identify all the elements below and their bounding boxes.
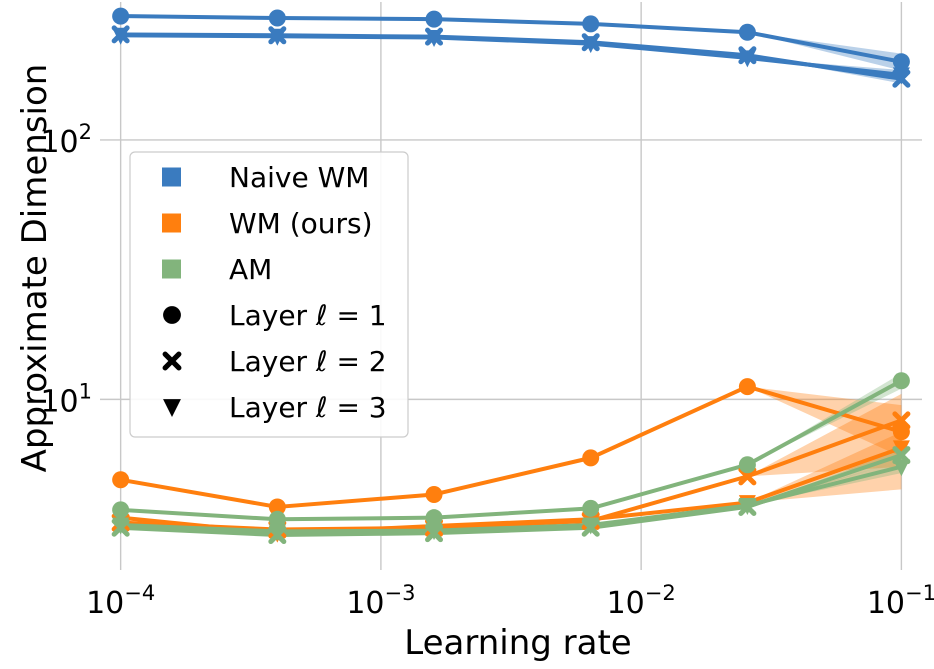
data-point-triangle (112, 27, 130, 45)
data-point-triangle (425, 30, 443, 48)
legend-swatch (162, 213, 181, 233)
band-wm-ours-circle (120, 386, 902, 507)
data-point-circle (582, 15, 600, 33)
series-line (120, 14, 902, 64)
data-point-triangle (892, 67, 910, 85)
legend-label: Naive WM (229, 161, 369, 194)
legend-frame (129, 151, 409, 438)
data-point-circle (112, 471, 130, 489)
data-point-triangle (425, 523, 443, 541)
data-point-circle (268, 510, 286, 528)
legend: Naive WM WM (ours) AM Layer ℓ = 1 Layer ℓ = … (129, 151, 409, 438)
legend-label: WM (ours) (229, 207, 373, 240)
data-point-x (892, 411, 911, 430)
data-point-circle (738, 378, 756, 396)
legend-swatch (162, 167, 181, 187)
data-point-triangle (582, 517, 600, 535)
data-point-circle (582, 499, 600, 517)
legend-swatch (162, 259, 181, 279)
data-point-circle (892, 372, 910, 390)
x-tick-label: 10−4 (86, 581, 155, 621)
data-point-triangle (892, 440, 910, 458)
series-line (120, 384, 902, 509)
data-point-circle (738, 23, 756, 41)
x-axis-label: Learning rate (404, 623, 631, 663)
y-tick-labels: 101 102 (40, 120, 92, 419)
data-point-triangle (268, 523, 286, 541)
series-markers (111, 7, 911, 545)
data-point-circle (582, 449, 600, 467)
data-point-circle (892, 53, 910, 71)
data-point-triangle (112, 517, 130, 535)
series-lines (120, 14, 903, 538)
y-axis-label: Approximate Dimension (15, 64, 55, 473)
legend-label: Layer ℓ = 3 (229, 391, 387, 424)
legend-marker-circle (163, 306, 181, 324)
data-point-circle (425, 485, 443, 503)
x-tick-labels: 10−4 10−3 10−2 10−1 (86, 581, 934, 621)
legend-marker-x (162, 351, 182, 371)
y-tick-label: 101 (40, 379, 92, 419)
legend-marker-triangle (163, 399, 181, 417)
data-point-circle (268, 9, 286, 27)
data-point-circle (268, 498, 286, 516)
data-point-circle (425, 509, 443, 527)
data-point-circle (112, 501, 130, 519)
series-line (120, 464, 902, 534)
data-point-circle (112, 7, 130, 25)
y-tick-label: 102 (40, 120, 92, 160)
data-point-triangle (738, 497, 756, 515)
x-tick-label: 10−1 (867, 581, 934, 621)
x-tick-label: 10−2 (607, 581, 676, 621)
series-line (120, 33, 902, 77)
data-point-x (738, 467, 757, 486)
data-point-triangle (268, 28, 286, 46)
legend-label: Layer ℓ = 1 (229, 299, 387, 332)
legend-label: Layer ℓ = 2 (229, 345, 387, 378)
confidence-bands (120, 16, 902, 536)
legend-label: AM (229, 253, 272, 286)
data-point-triangle (738, 50, 756, 68)
data-point-circle (738, 456, 756, 474)
series-line (120, 378, 903, 522)
data-point-triangle (582, 36, 600, 54)
data-point-triangle (892, 459, 910, 477)
data-point-circle (425, 10, 443, 28)
x-tick-label: 10−3 (346, 581, 415, 621)
